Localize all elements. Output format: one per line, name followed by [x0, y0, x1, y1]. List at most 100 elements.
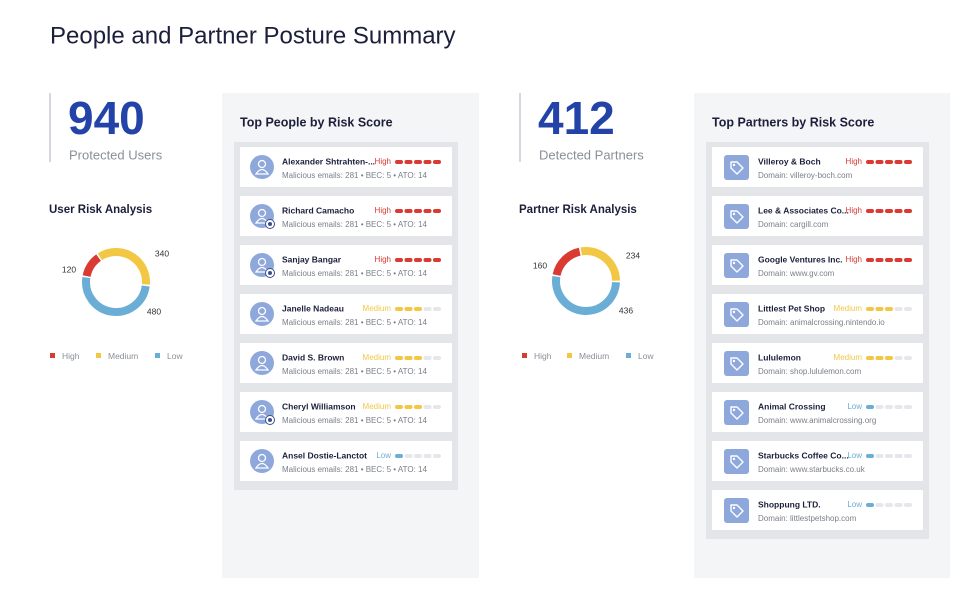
list-card[interactable]: David S. Brown Malicious emails: 281 • BE…	[240, 343, 452, 383]
donut-segment	[552, 275, 620, 315]
risk-segment	[404, 209, 413, 213]
card-bg	[240, 147, 452, 187]
donut-value-label: 234	[626, 250, 640, 260]
list-card[interactable]: Starbucks Coffee Co... Domain: www.starbu…	[712, 441, 923, 481]
tag-hole	[732, 408, 736, 412]
list-card[interactable]: Google Ventures Inc. Domain: www.gv.com Hi…	[712, 245, 923, 285]
legend-swatch	[626, 353, 631, 358]
list-card[interactable]: Alexander Shtrahten-... Malicious emails:…	[240, 147, 452, 187]
stat-value: 412	[538, 92, 615, 144]
list-card[interactable]: Sanjay Bangar Malicious emails: 281 • BEC…	[240, 245, 452, 285]
avatar-body	[254, 364, 270, 371]
card-bg	[712, 245, 923, 285]
risk-segment	[904, 356, 912, 360]
list-card[interactable]: Lee & Associates Co... Domain: cargill.co…	[712, 196, 923, 236]
risk-segment	[894, 160, 903, 164]
risk-segment	[404, 307, 413, 311]
risk-segment	[395, 307, 403, 311]
legend-swatch	[155, 353, 160, 358]
list-card[interactable]: Richard Camacho Malicious emails: 281 • B…	[240, 196, 452, 236]
risk-segment	[433, 454, 441, 458]
legend-label: Low	[638, 351, 654, 361]
risk-segment	[433, 307, 441, 311]
item-detail: Domain: cargill.com	[758, 220, 829, 229]
tag-glyph	[730, 406, 744, 420]
card-bg	[240, 343, 452, 383]
avatar-head	[257, 159, 267, 169]
risk-label: Low	[376, 451, 391, 460]
risk-segment	[894, 356, 903, 360]
risk-segment	[885, 454, 893, 458]
risk-segment	[904, 307, 912, 311]
list-card[interactable]: Janelle Nadeau Malicious emails: 281 • BE…	[240, 294, 452, 334]
item-detail: Domain: www.animalcrossing.org	[758, 416, 876, 425]
list-card[interactable]: Littlest Pet Shop Domain: animalcrossing.…	[712, 294, 923, 334]
risk-segment	[866, 405, 874, 409]
item-detail: Malicious emails: 281 • BEC: 5 • ATO: 14	[282, 220, 427, 229]
chart-title: User Risk Analysis	[49, 204, 152, 216]
avatar-badge-dot	[268, 271, 272, 275]
legend-label: Medium	[579, 351, 609, 361]
item-name: Starbucks Coffee Co...	[758, 450, 849, 460]
risk-label: Medium	[363, 353, 392, 362]
list-card[interactable]: Animal Crossing Domain: www.animalcrossin…	[712, 392, 923, 432]
item-detail: Malicious emails: 281 • BEC: 5 • ATO: 14	[282, 269, 427, 278]
risk-segment	[433, 258, 441, 262]
partner-icon	[724, 351, 749, 376]
tag-glyph	[730, 161, 744, 175]
donut-segment	[552, 247, 581, 277]
avatar-body	[254, 168, 270, 175]
risk-segment	[404, 454, 413, 458]
risk-segment	[894, 258, 903, 262]
list-card[interactable]: Villeroy & Boch Domain: villeroy-boch.com…	[712, 147, 923, 187]
tag-glyph	[730, 210, 744, 224]
risk-segment	[404, 258, 413, 262]
list-title: Top People by Risk Score	[240, 115, 393, 129]
item-name: Animal Crossing	[758, 401, 826, 411]
risk-segment	[904, 258, 912, 262]
item-name: Alexander Shtrahten-...	[282, 156, 375, 166]
avatar-head	[257, 355, 267, 365]
risk-label: Low	[847, 402, 862, 411]
risk-segment	[866, 454, 874, 458]
tag-hole	[732, 506, 736, 510]
risk-segment	[423, 258, 432, 262]
legend-swatch	[96, 353, 101, 358]
list-card[interactable]: Cheryl Williamson Malicious emails: 281 •…	[240, 392, 452, 432]
list-card[interactable]: Shoppung LTD. Domain: littlestpetshop.com…	[712, 490, 923, 530]
risk-segment	[904, 209, 912, 213]
legend-label: High	[62, 351, 80, 361]
risk-label: Low	[847, 500, 862, 509]
risk-segment	[866, 503, 874, 507]
risk-segment	[414, 307, 422, 311]
tag-hole	[732, 212, 736, 216]
risk-segment	[875, 405, 884, 409]
risk-segment	[875, 209, 884, 213]
item-name: Ansel Dostie-Lanctot	[282, 450, 367, 460]
risk-segment	[885, 258, 893, 262]
list-card[interactable]: Ansel Dostie-Lanctot Malicious emails: 28…	[240, 441, 452, 481]
item-name: David S. Brown	[282, 352, 344, 362]
risk-segment	[433, 356, 441, 360]
risk-segment	[875, 503, 884, 507]
item-name: Richard Camacho	[282, 205, 354, 215]
item-detail: Malicious emails: 281 • BEC: 5 • ATO: 14	[282, 318, 427, 327]
partner-icon	[724, 498, 749, 523]
risk-segment	[894, 307, 903, 311]
item-detail: Domain: shop.lululemon.com	[758, 367, 861, 376]
risk-segment	[885, 356, 893, 360]
partner-icon	[724, 253, 749, 278]
legend-label: High	[534, 351, 552, 361]
risk-segment	[885, 503, 893, 507]
risk-label: Medium	[363, 402, 392, 411]
risk-segment	[395, 454, 403, 458]
risk-segment	[423, 160, 432, 164]
item-detail: Malicious emails: 281 • BEC: 5 • ATO: 14	[282, 416, 427, 425]
stat-label: Protected Users	[69, 147, 163, 162]
item-name: Google Ventures Inc.	[758, 254, 843, 264]
risk-label: High	[375, 206, 391, 215]
tag-glyph	[730, 259, 744, 273]
list-card[interactable]: Lululemon Domain: shop.lululemon.com Mediu…	[712, 343, 923, 383]
card-bg	[240, 392, 452, 432]
item-detail: Domain: www.gv.com	[758, 269, 835, 278]
